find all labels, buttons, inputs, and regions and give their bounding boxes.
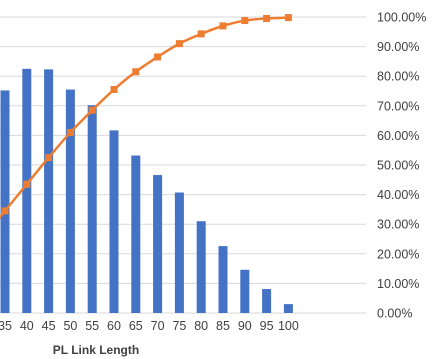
bar bbox=[283, 304, 293, 313]
bar bbox=[87, 105, 97, 313]
bar bbox=[196, 221, 206, 313]
cumulative-line bbox=[0, 16, 289, 219]
cumulative-line-series bbox=[0, 14, 292, 219]
y-tick-label: 60.00% bbox=[377, 129, 419, 143]
bar bbox=[22, 68, 32, 313]
x-tick-label: 100 bbox=[278, 319, 299, 333]
line-marker bbox=[263, 14, 271, 22]
line-marker bbox=[110, 86, 118, 94]
y-tick-label: 0.00% bbox=[377, 307, 412, 321]
bar-series bbox=[0, 68, 293, 314]
y-tick-label: 100.00% bbox=[377, 11, 426, 25]
y-tick-label: 90.00% bbox=[377, 40, 419, 54]
x-tick-label: 90 bbox=[238, 319, 252, 333]
x-axis-labels: 35 40 45 50 55 60 65 70 75 80 85 90 95 100 bbox=[0, 319, 299, 333]
line-marker bbox=[154, 53, 162, 61]
bar bbox=[174, 192, 184, 313]
bar bbox=[131, 155, 141, 313]
line-marker bbox=[219, 22, 227, 30]
x-tick-label: 95 bbox=[260, 319, 274, 333]
bar bbox=[65, 89, 75, 314]
x-tick-label: 65 bbox=[129, 319, 143, 333]
line-marker bbox=[66, 128, 74, 136]
bar bbox=[262, 289, 272, 313]
y-tick-label: 20.00% bbox=[377, 247, 419, 261]
x-tick-label: 70 bbox=[151, 319, 165, 333]
y-tick-label: 30.00% bbox=[377, 218, 419, 232]
y-tick-label: 70.00% bbox=[377, 99, 419, 113]
x-tick-label: 75 bbox=[172, 319, 186, 333]
x-tick-label: 55 bbox=[85, 319, 99, 333]
secondary-y-axis-labels: 0.00% 10.00% 20.00% 30.00% 40.00% 50.00% 60.00… bbox=[377, 11, 426, 321]
y-tick-label: 80.00% bbox=[377, 70, 419, 84]
bar bbox=[240, 269, 250, 313]
bar bbox=[153, 175, 163, 313]
x-axis-title: PL Link Length bbox=[53, 343, 139, 357]
x-tick-label: 60 bbox=[107, 319, 121, 333]
line-marker bbox=[23, 180, 31, 188]
bar bbox=[109, 130, 119, 313]
x-tick-label: 45 bbox=[42, 319, 56, 333]
bar bbox=[0, 90, 10, 314]
line-marker bbox=[132, 68, 140, 76]
bar bbox=[44, 69, 54, 313]
x-tick-label: 35 bbox=[0, 319, 12, 333]
x-tick-label: 40 bbox=[20, 319, 34, 333]
y-tick-label: 50.00% bbox=[377, 159, 419, 173]
line-marker bbox=[241, 17, 249, 25]
line-marker bbox=[175, 40, 183, 48]
line-marker bbox=[88, 106, 96, 114]
line-marker bbox=[197, 30, 205, 38]
line-marker bbox=[284, 14, 292, 22]
y-tick-label: 40.00% bbox=[377, 188, 419, 202]
line-marker bbox=[45, 154, 53, 162]
bar bbox=[218, 246, 228, 313]
x-tick-label: 50 bbox=[63, 319, 77, 333]
y-tick-label: 10.00% bbox=[377, 277, 419, 291]
x-tick-label: 85 bbox=[216, 319, 230, 333]
line-marker bbox=[1, 207, 9, 215]
x-tick-label: 80 bbox=[194, 319, 208, 333]
